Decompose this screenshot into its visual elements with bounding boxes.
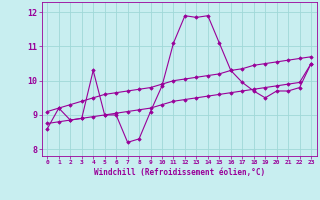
X-axis label: Windchill (Refroidissement éolien,°C): Windchill (Refroidissement éolien,°C) xyxy=(94,168,265,177)
